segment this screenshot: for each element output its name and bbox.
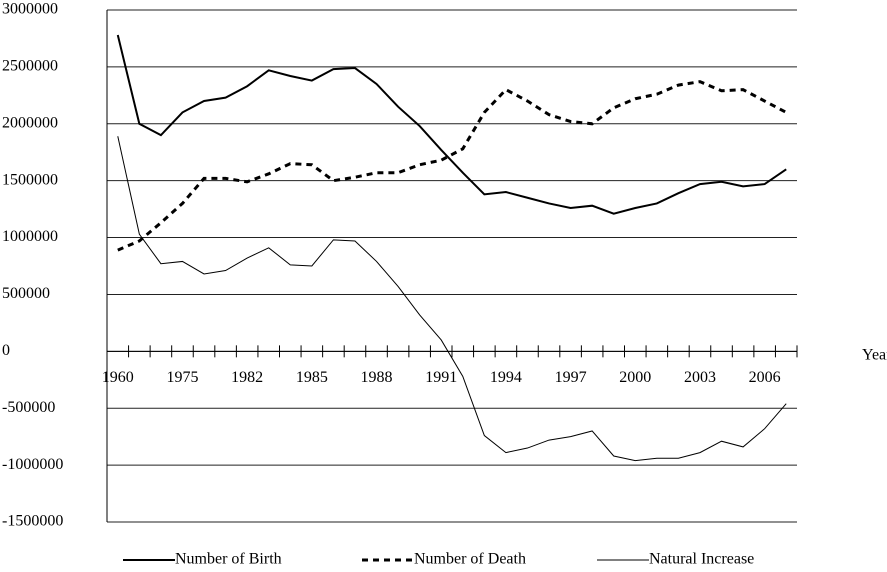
y-tick-label: 3000000 (2, 1, 58, 18)
x-tick-label: 1985 (296, 369, 328, 386)
legend-label: Number of Birth (175, 551, 282, 568)
series-line (117, 80, 787, 252)
x-tick-label: 2003 (684, 369, 716, 386)
x-tick-label: 1991 (425, 369, 457, 386)
x-tick-label: 1960 (102, 369, 134, 386)
x-axis-title: Year (862, 347, 887, 364)
x-tick-label: 1975 (166, 369, 198, 386)
series-line (117, 136, 787, 462)
y-tick-label: 2000000 (2, 114, 58, 131)
x-tick-label: 1997 (555, 369, 587, 386)
y-tick-label: -500000 (2, 399, 55, 416)
x-tick-label: 1994 (490, 369, 522, 386)
y-tick-label: 0 (2, 342, 10, 359)
y-tick-label: 1500000 (2, 171, 58, 188)
legend-label: Number of Death (414, 551, 526, 568)
x-tick-label: 2006 (749, 369, 781, 386)
x-tick-label: 1982 (231, 369, 263, 386)
y-tick-label: -1000000 (2, 456, 63, 473)
legend-label: Natural Increase (649, 551, 754, 568)
series-line (116, 34, 787, 215)
x-tick-label: 2000 (619, 369, 651, 386)
y-tick-label: -1500000 (2, 513, 63, 530)
y-tick-label: 500000 (2, 285, 50, 302)
y-tick-label: 1000000 (2, 228, 58, 245)
y-tick-label: 2500000 (2, 58, 58, 75)
x-tick-label: 1988 (361, 369, 393, 386)
